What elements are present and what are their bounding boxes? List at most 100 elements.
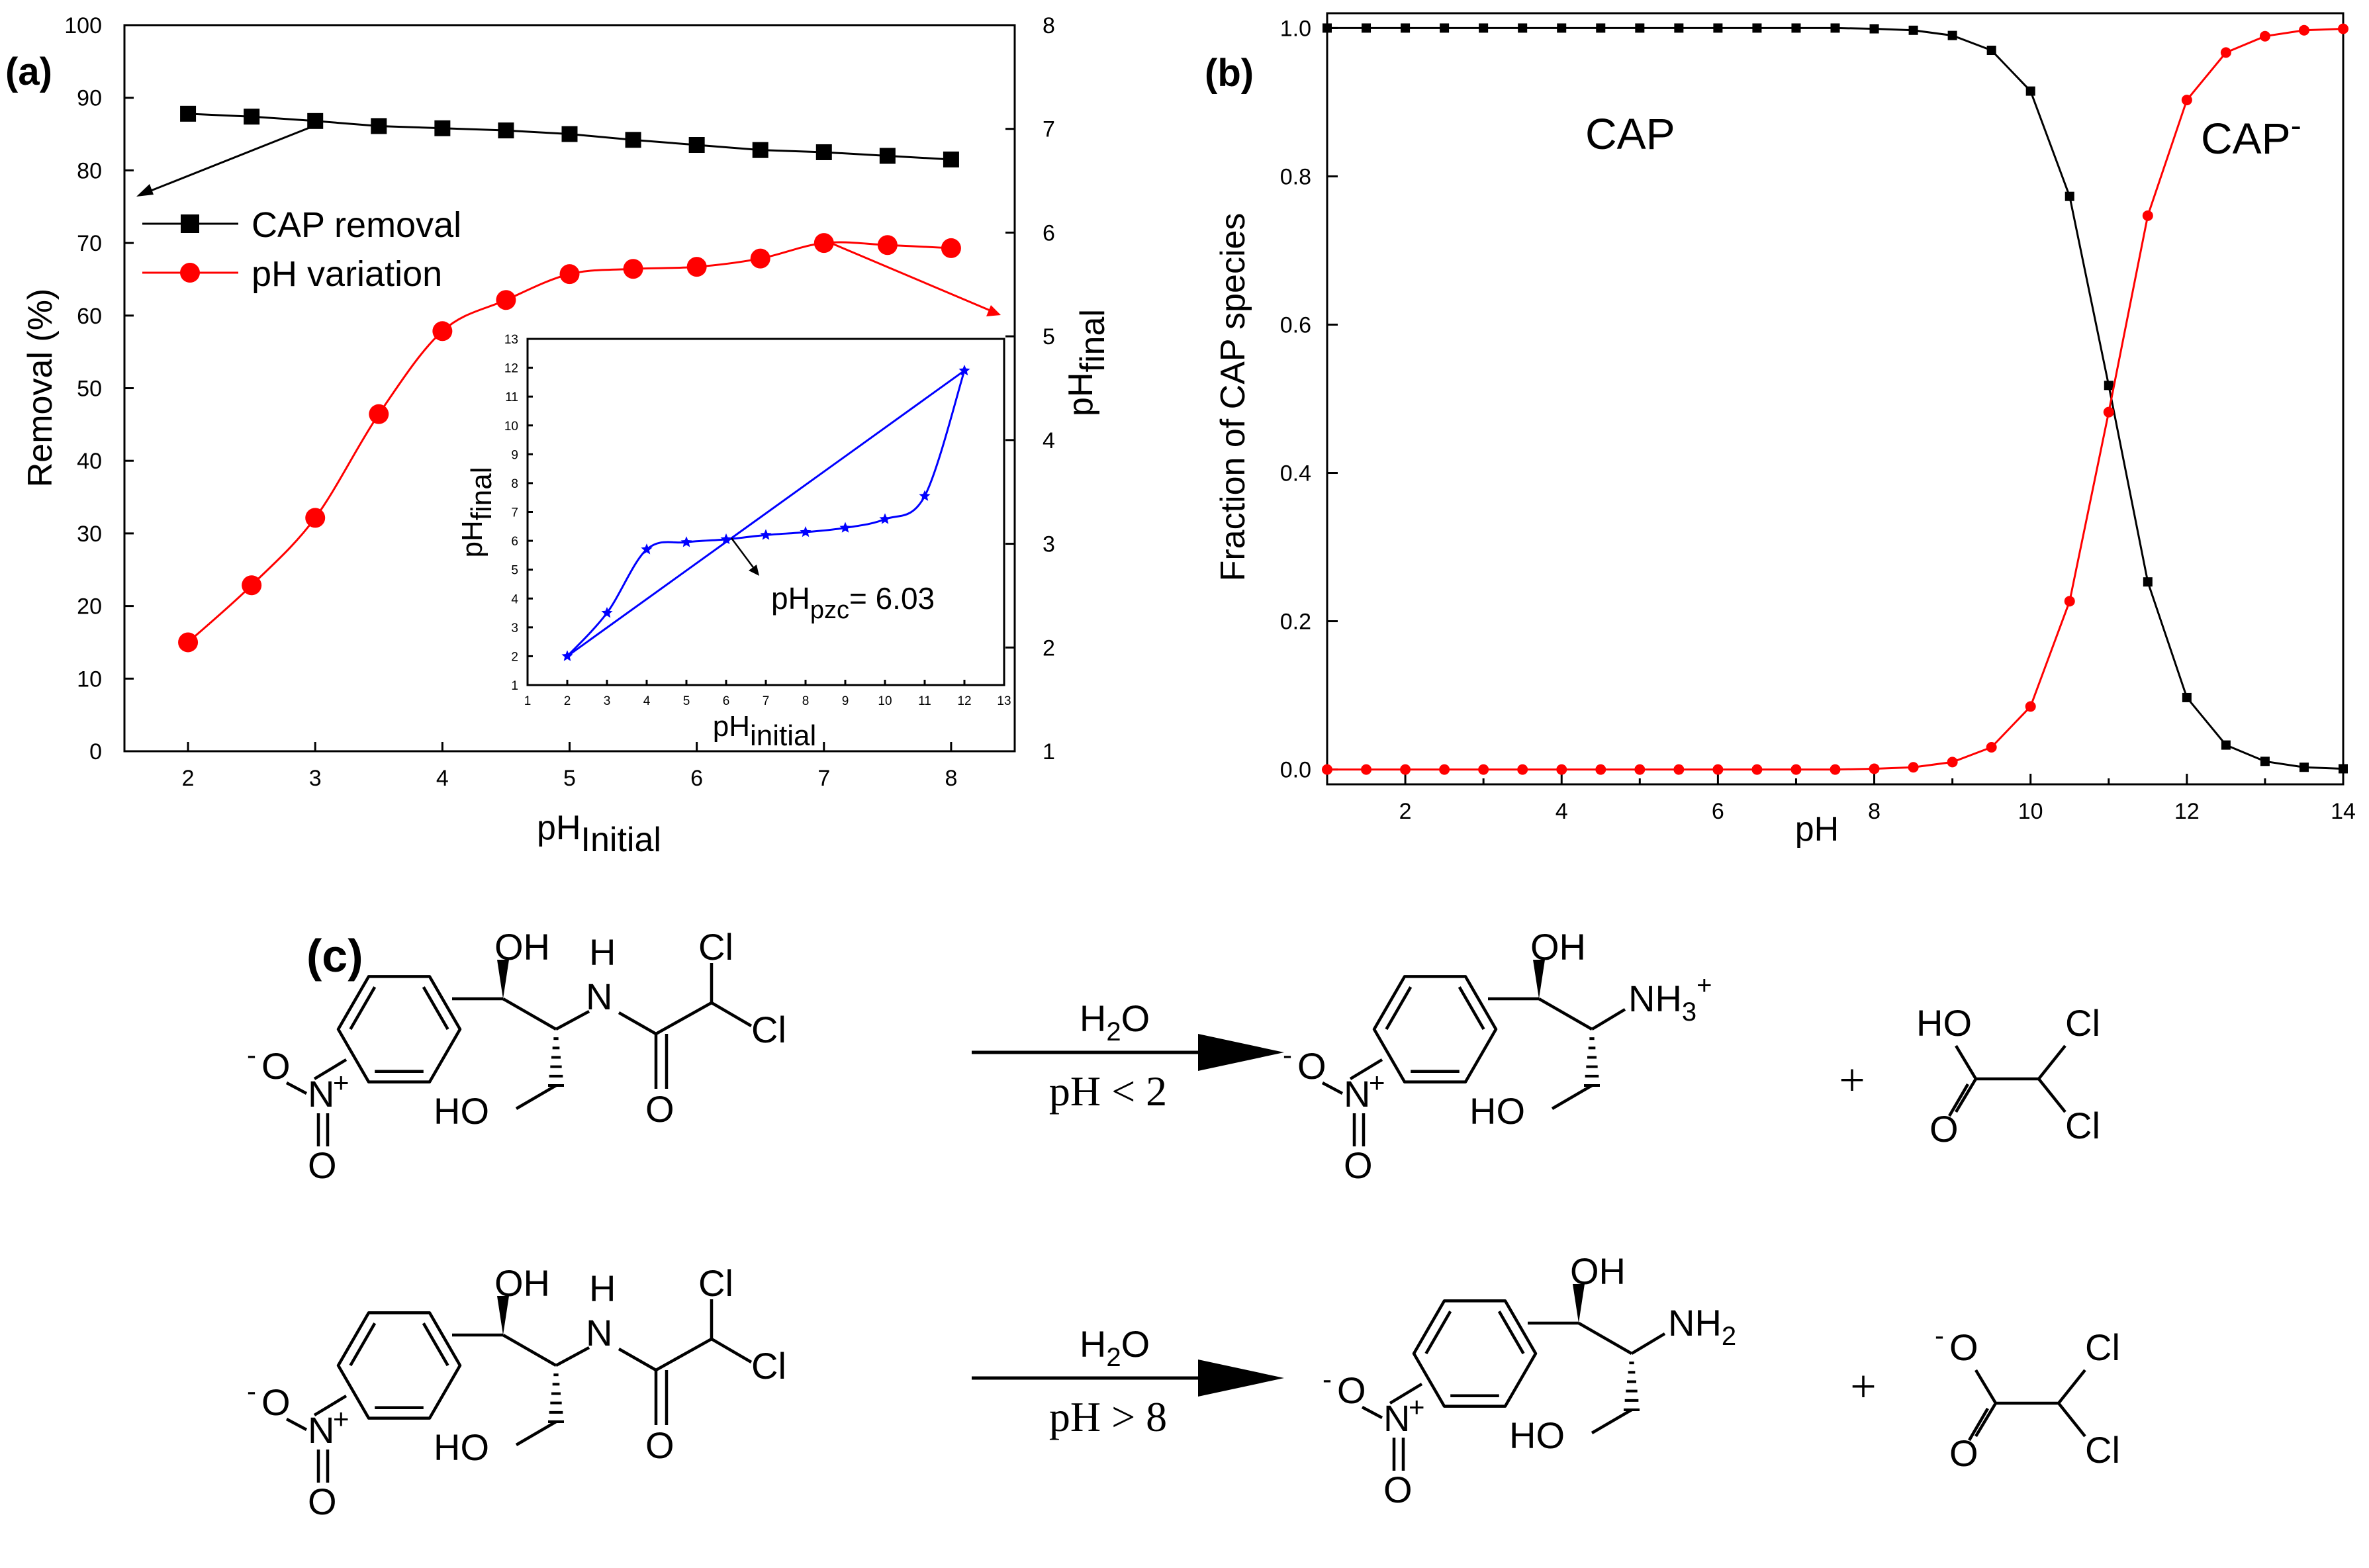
atom-label: O xyxy=(308,1481,337,1522)
ph-variation-point xyxy=(813,233,834,254)
inset-series xyxy=(561,364,970,661)
bond xyxy=(1968,1407,1989,1442)
cap-anion-main: CAP xyxy=(2201,114,2291,163)
atom-label: Cl xyxy=(2065,1002,2100,1044)
inset-xtick-label: 11 xyxy=(918,694,931,708)
chart-b-cap-anion-annotation: CAP- xyxy=(2201,109,2301,163)
chart-a-ytick-label: 20 xyxy=(77,594,102,620)
atom-label: + xyxy=(333,1067,349,1098)
bond xyxy=(502,997,557,1031)
bond xyxy=(1551,1084,1593,1110)
ph-variation-point xyxy=(496,290,516,310)
ph-variation-point xyxy=(686,257,707,277)
bond xyxy=(1361,1406,1383,1419)
chart-a-series xyxy=(178,105,961,653)
inset-ytick-label: 11 xyxy=(505,391,518,404)
atom-label: Cl xyxy=(698,926,733,968)
reagent-label: H2O xyxy=(1080,1323,1150,1372)
cap-fraction-point xyxy=(2182,692,2192,702)
reagent-main: H xyxy=(1080,997,1106,1039)
inset-point xyxy=(839,522,851,533)
cap-fraction-point xyxy=(1986,46,1996,56)
legend-cap-removal-label: CAP removal xyxy=(252,205,461,245)
ammonium-main: NH xyxy=(1628,978,1682,1019)
aromatic-double-bond xyxy=(349,986,377,1031)
cap-removal-point xyxy=(752,142,768,158)
cap-fraction-point xyxy=(1557,23,1567,33)
atom-label: N xyxy=(586,976,612,1017)
chart-a-y2label-sub: final xyxy=(1074,309,1112,372)
cap-anion-fraction-line xyxy=(1327,28,2344,771)
reagent-tail: O xyxy=(1121,997,1150,1039)
bond xyxy=(2037,1078,2067,1113)
chart-a-ytick-label: 0 xyxy=(89,739,102,764)
atom-label: O xyxy=(1383,1469,1413,1510)
arrow-to-right-axis xyxy=(827,240,992,312)
bond xyxy=(313,1395,348,1416)
cap-fraction-point xyxy=(1596,23,1606,33)
atom-label: N xyxy=(1344,1073,1370,1115)
cap-fraction-point xyxy=(1401,23,1411,33)
chart-a-y2label-main: pH xyxy=(1062,372,1100,416)
chart-b-xtick-label: 12 xyxy=(2174,799,2200,824)
reagent-main: H xyxy=(1080,1323,1106,1365)
inset-pzc-main: pH xyxy=(771,581,810,616)
bond xyxy=(710,1338,753,1363)
cap-removal-point xyxy=(561,126,578,142)
cap-fraction-point xyxy=(1713,23,1723,33)
bond xyxy=(285,1082,308,1095)
atom-label: HO xyxy=(1469,1090,1525,1132)
atom-label: OH xyxy=(494,926,550,968)
inset-pzc-sub: pzc xyxy=(810,596,849,624)
cap-anion-fraction-point xyxy=(1439,764,1450,775)
chart-a-xlabel: pHInitial xyxy=(537,809,661,859)
bond xyxy=(1974,1402,1997,1438)
cap-anion-fraction-point xyxy=(2064,596,2075,607)
atom-label: O xyxy=(1297,1045,1326,1087)
wedge-bond xyxy=(1533,960,1545,999)
chart-a-y2tick-label: 3 xyxy=(1043,532,1055,557)
cap-fraction-point xyxy=(1947,30,1957,40)
chart-a-xtick-label: 7 xyxy=(817,766,830,791)
cap-anion-fraction-point xyxy=(1478,764,1489,775)
inset-ytick-label: 7 xyxy=(511,506,518,520)
cap-fraction-line xyxy=(1327,26,2344,770)
inset-pzc-value: = 6.03 xyxy=(849,581,935,616)
cap-removal-point xyxy=(943,151,959,167)
inset-xtick-label: 2 xyxy=(564,694,571,708)
atom-label: N xyxy=(586,1312,612,1354)
atom-label: H xyxy=(589,1268,616,1309)
bond xyxy=(1955,1078,1977,1113)
chart-b-ytick-label: 0.6 xyxy=(1280,312,1311,338)
cap-anion-fraction-point xyxy=(1712,764,1724,775)
atom-label: O xyxy=(1949,1432,1978,1474)
inset-xtick-label: 4 xyxy=(643,694,651,708)
benzene-ring xyxy=(336,975,462,1084)
atom-label: O xyxy=(1949,1326,1978,1368)
inset-pzc-arrow-head xyxy=(749,565,759,576)
bond xyxy=(618,1348,657,1371)
bond xyxy=(1630,1332,1666,1355)
bond xyxy=(502,1334,557,1367)
cap-anion-fraction-point xyxy=(1751,764,1763,775)
cap-fraction-point xyxy=(1791,23,1801,33)
cap-anion-sup: - xyxy=(2291,109,2301,144)
chart-b-xtick-label: 14 xyxy=(2331,799,2356,824)
atom-label: OH xyxy=(1530,926,1586,968)
atom-label: H xyxy=(589,931,616,973)
cap-anion-fraction-point xyxy=(1517,764,1528,775)
bond xyxy=(710,1001,753,1027)
chart-b-xtick-label: 8 xyxy=(1868,799,1881,824)
inset-ytick-label: 12 xyxy=(504,362,518,376)
benzene-ring xyxy=(336,1311,462,1420)
atom-label: Cl xyxy=(2085,1326,2120,1368)
cap-fraction-point xyxy=(2104,381,2114,391)
atom-label: + xyxy=(1369,1067,1385,1098)
cap-fraction-point xyxy=(1674,23,1684,33)
cap-removal-point xyxy=(815,144,832,160)
inset-ytick-label: 13 xyxy=(504,333,518,347)
chart-b-xtick-label: 4 xyxy=(1556,799,1568,824)
atom-label: O xyxy=(308,1144,337,1186)
